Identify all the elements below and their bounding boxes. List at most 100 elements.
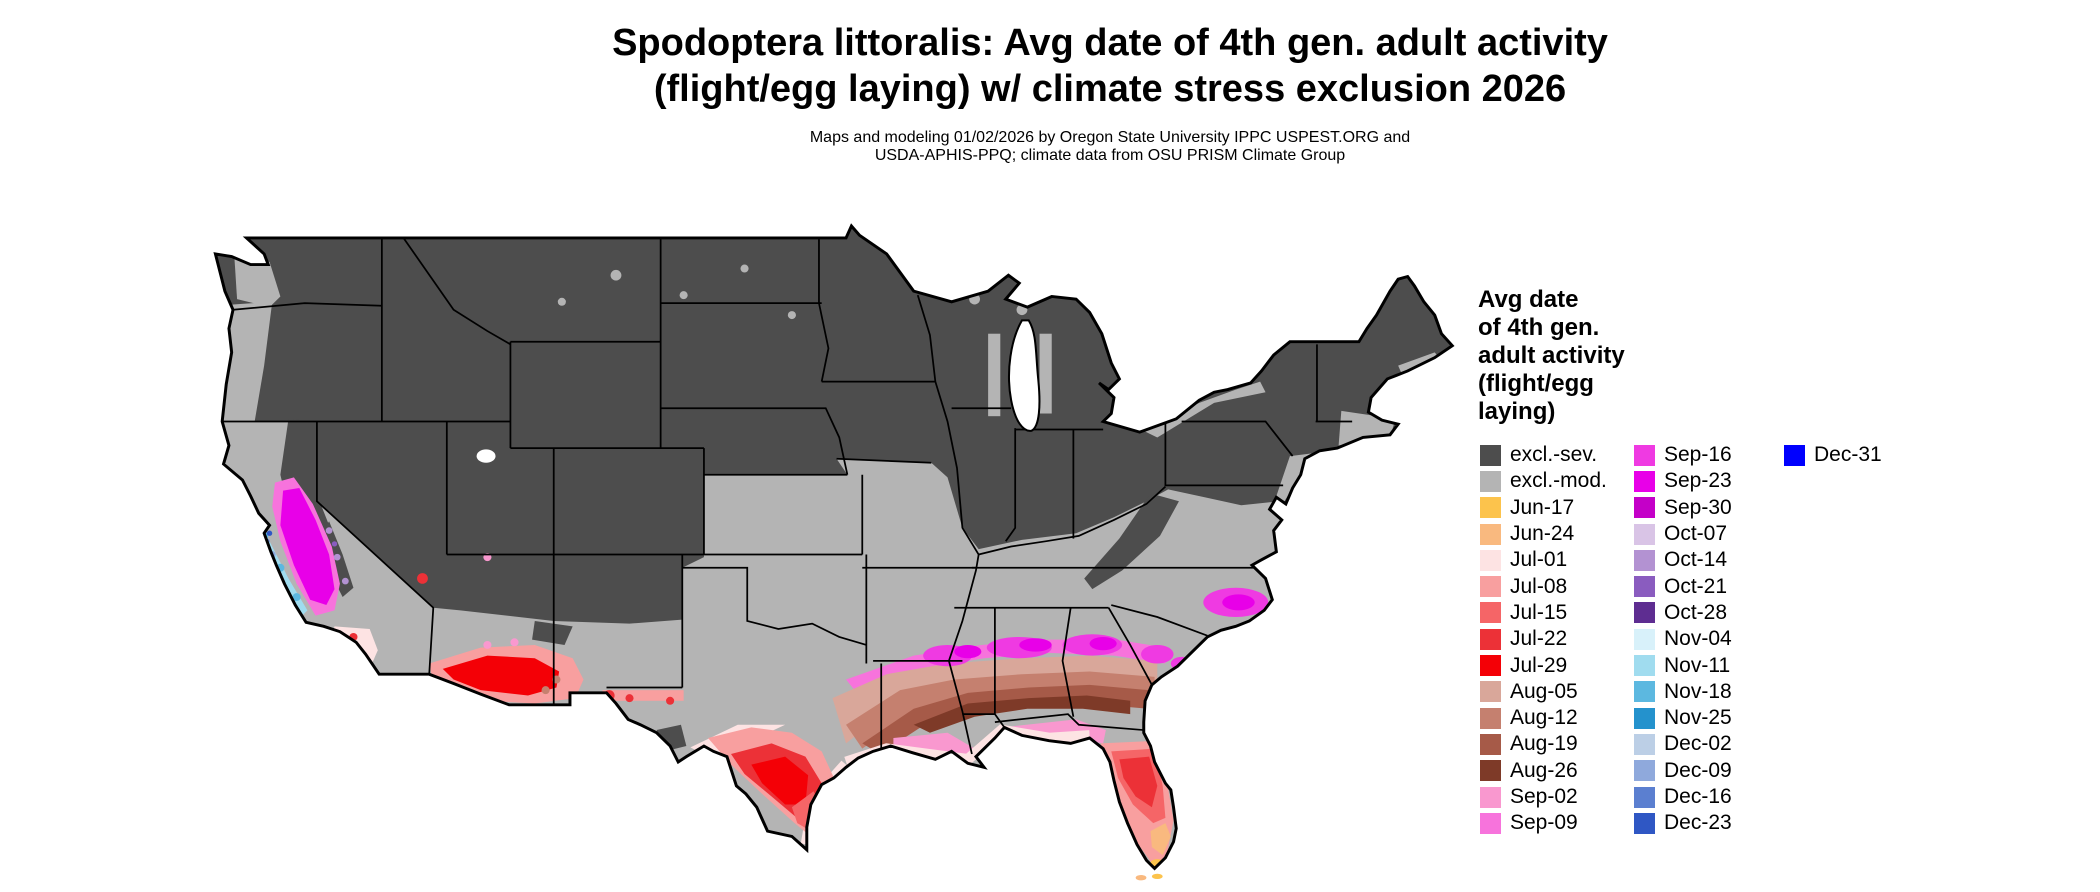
legend-label: excl.-mod. <box>1510 469 1607 493</box>
legend-swatch <box>1480 628 1501 650</box>
legend-label: Nov-25 <box>1664 706 1732 730</box>
legend-label: Oct-28 <box>1664 600 1728 624</box>
legend-label: Sep-09 <box>1510 811 1578 835</box>
legend-item: Sep-02 <box>1480 784 1632 810</box>
legend-column-3: Dec-31 <box>1784 442 1936 468</box>
legend-item: Sep-23 <box>1634 468 1786 494</box>
legend-swatch <box>1480 760 1501 782</box>
legend-swatch <box>1634 549 1655 571</box>
legend-label: Oct-21 <box>1664 574 1728 598</box>
legend-label: Oct-07 <box>1664 522 1728 546</box>
legend-label: Oct-14 <box>1664 548 1728 572</box>
legend-item: Sep-09 <box>1480 810 1632 836</box>
legend-item: Jul-15 <box>1480 600 1632 626</box>
legend-item: Nov-25 <box>1634 705 1786 731</box>
conus-outline <box>213 223 1455 871</box>
state-borders <box>222 237 1353 755</box>
legend-item: Nov-18 <box>1634 679 1786 705</box>
legend-column-2: Sep-16 Sep-23 Sep-30 Oct-07 Oct-14 Oct-21 Oct-… <box>1634 442 1786 836</box>
band-sep23-cores <box>954 594 1255 659</box>
legend-swatch <box>1634 628 1655 650</box>
legend-label: Aug-05 <box>1510 679 1578 703</box>
legend-label: Dec-16 <box>1664 785 1732 808</box>
legend-swatch <box>1634 760 1655 782</box>
legend-item: Jun-24 <box>1480 521 1632 547</box>
legend-label: Sep-23 <box>1664 469 1732 493</box>
legend-swatch <box>1480 602 1501 624</box>
legend-item: Jul-08 <box>1480 573 1632 599</box>
page-title: Spodoptera littoralis: Avg date of 4th g… <box>300 20 1920 113</box>
band-aug26 <box>913 695 1131 733</box>
legend-swatch <box>1480 497 1501 519</box>
legend-swatch <box>1634 523 1655 545</box>
legend-label: Sep-02 <box>1510 785 1578 808</box>
lake-michigan <box>1008 319 1041 432</box>
sierra-purple-specks <box>325 527 349 585</box>
great-salt-lake <box>476 449 496 463</box>
legend-label: Jul-22 <box>1510 627 1568 651</box>
legend-label: Dec-31 <box>1814 443 1882 467</box>
legend-item: Oct-14 <box>1634 547 1786 573</box>
legend-title-line-5: laying) <box>1478 398 1556 425</box>
legend-item: Dec-02 <box>1634 731 1786 757</box>
legend-label: Nov-11 <box>1664 653 1731 677</box>
legend-label: Nov-18 <box>1664 679 1732 703</box>
legend-item: Sep-16 <box>1634 442 1786 468</box>
legend-swatch <box>1634 733 1655 755</box>
legend-swatch <box>1480 576 1501 598</box>
legend-item: Dec-23 <box>1634 810 1786 836</box>
legend-swatch <box>1634 655 1655 677</box>
legend-item: Dec-31 <box>1784 442 1936 468</box>
florida-keys-dots <box>1135 873 1163 881</box>
central-valley-magenta <box>280 488 335 606</box>
legend-label: Jul-08 <box>1510 574 1568 598</box>
legend-label: Sep-30 <box>1664 495 1732 519</box>
legend-swatch <box>1634 470 1655 492</box>
legend-label: Dec-23 <box>1664 811 1732 835</box>
legend-item: excl.-mod. <box>1480 468 1632 494</box>
florida-red-core <box>1119 756 1158 808</box>
legend-swatch <box>1480 812 1501 834</box>
legend-label: Dec-09 <box>1664 758 1732 782</box>
legend-item: Jul-29 <box>1480 652 1632 678</box>
legend-label: Aug-26 <box>1510 758 1578 782</box>
legend-swatch <box>1634 444 1655 466</box>
legend-label: Jul-29 <box>1510 653 1568 677</box>
legend-swatch <box>1480 655 1501 677</box>
legend-item: Nov-04 <box>1634 626 1786 652</box>
legend-item: Dec-09 <box>1634 758 1786 784</box>
legend-label: Sep-16 <box>1664 443 1732 467</box>
legend-title-line-3: adult activity <box>1478 342 1625 369</box>
legend-swatch <box>1634 786 1655 808</box>
subtitle-line-2: USDA-APHIS-PPQ; climate data from OSU PR… <box>874 146 1346 164</box>
legend-swatch <box>1480 523 1501 545</box>
legend-swatch <box>1634 812 1655 834</box>
legend-swatch <box>1480 549 1501 571</box>
legend-label: Dec-02 <box>1664 732 1732 756</box>
legend-item: Jul-22 <box>1480 626 1632 652</box>
legend-label: Jun-17 <box>1510 495 1575 519</box>
legend-item: Jul-01 <box>1480 547 1632 573</box>
legend-item: Oct-28 <box>1634 600 1786 626</box>
legend-label: Nov-04 <box>1664 627 1732 651</box>
legend-item: Dec-16 <box>1634 784 1786 810</box>
texas-bright-red-core <box>751 756 809 805</box>
legend-swatch <box>1634 681 1655 703</box>
legend-label: Jul-01 <box>1510 548 1568 572</box>
legend-item: Sep-30 <box>1634 495 1786 521</box>
legend-swatch <box>1480 707 1501 729</box>
legend-label: Aug-19 <box>1510 732 1578 756</box>
arizona-red-core <box>442 655 560 696</box>
legend-label: Jun-24 <box>1510 522 1575 546</box>
elpaso-salmon-strip <box>602 690 684 701</box>
legend-swatch <box>1784 444 1805 466</box>
conus-map-svg <box>213 223 1455 881</box>
legend-swatch <box>1634 576 1655 598</box>
legend-swatch <box>1480 470 1501 492</box>
header: Spodoptera littoralis: Avg date of 4th g… <box>300 20 1920 181</box>
legend-label: Aug-12 <box>1510 706 1578 730</box>
legend-item: Oct-21 <box>1634 573 1786 599</box>
us-map <box>210 222 1455 887</box>
legend-title-line-1: Avg date <box>1478 286 1579 313</box>
